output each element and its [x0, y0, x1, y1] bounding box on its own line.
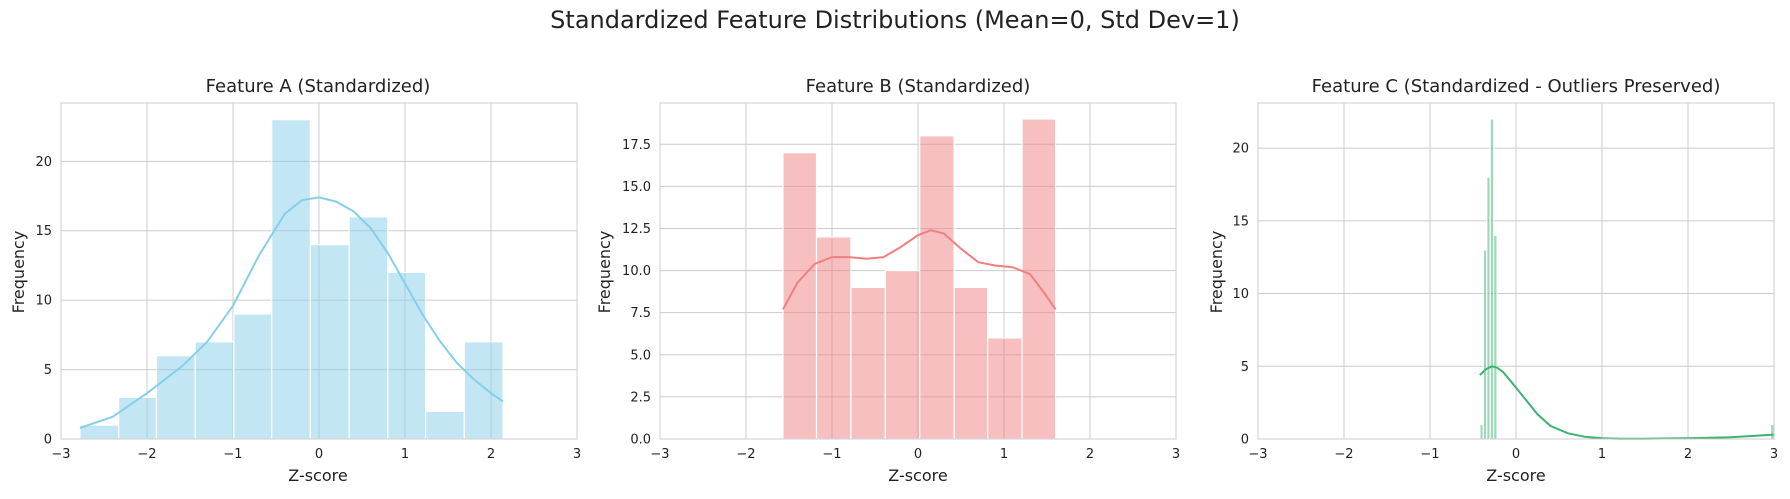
- histogram-bar: [953, 286, 989, 440]
- histogram-bar: [233, 313, 273, 440]
- kde-line: [782, 229, 1057, 310]
- x-tick-label: 2: [487, 447, 495, 462]
- histogram-bar: [850, 286, 886, 440]
- histogram-bar: [815, 236, 852, 440]
- y-tick-label: 0: [44, 433, 52, 448]
- x-tick-label: 0: [1512, 447, 1520, 462]
- panel-feature-a: −3 −2 −1 0 1 2 3 0 5 10 15 20 Feature A (Standardiz…: [9, 76, 581, 485]
- histogram-bar: [1021, 118, 1057, 440]
- panel-feature-b: −3 −2 −1 0 1 2 3 0.0 2.5 5.0 7.5 10.0 12.5 15.0 17.5 F…: [595, 76, 1180, 485]
- kde-line: [1479, 365, 1775, 440]
- x-axis-label: Z-score: [1486, 466, 1545, 485]
- histogram-bar: [387, 271, 427, 440]
- histogram-bar: [919, 135, 955, 440]
- y-tick-label: 5: [44, 363, 52, 378]
- y-tick-label: 10.0: [622, 264, 651, 279]
- histogram-bar: [348, 216, 389, 440]
- histogram-bar: [425, 410, 465, 440]
- axes-frame: [1257, 102, 1775, 440]
- x-tick-label: −1: [1420, 447, 1439, 462]
- histogram-bar: [987, 337, 1023, 440]
- y-axis-label: Frequency: [9, 231, 28, 314]
- x-tick-label: −3: [51, 447, 70, 462]
- histogram-bar: [309, 244, 350, 440]
- y-tick-label: 20: [1232, 142, 1249, 157]
- panel-feature-c: −3 −2 −1 0 1 2 3 0 5 10 15 20 Feature C (Standardiz…: [1207, 76, 1778, 485]
- plot-area: −3 −2 −1 0 1 2 3 0 5 10 15 20: [1232, 102, 1778, 462]
- x-tick-label: 2: [1684, 447, 1692, 462]
- y-tick-label: 15.0: [622, 180, 651, 195]
- y-tick-label: 5: [1241, 360, 1249, 375]
- x-tick-label: 3: [573, 447, 581, 462]
- x-tick-label: −3: [1248, 447, 1267, 462]
- x-axis-label: Z-score: [288, 466, 347, 485]
- x-axis-label: Z-score: [888, 466, 947, 485]
- x-tick-label: 1: [401, 447, 409, 462]
- histogram-bar: [79, 424, 120, 440]
- histogram-bar: [155, 355, 196, 440]
- y-axis-label: Frequency: [595, 231, 614, 314]
- histogram-bar: [463, 341, 504, 440]
- figure-suptitle: Standardized Feature Distributions (Mean…: [550, 6, 1240, 34]
- x-tick-label: 3: [1770, 447, 1778, 462]
- x-tick-label: 0: [315, 447, 323, 462]
- x-tick-label: −2: [137, 447, 156, 462]
- x-tick-label: −2: [736, 447, 755, 462]
- y-tick-label: 2.5: [630, 390, 651, 405]
- axes-frame: [659, 102, 1177, 440]
- plot-area: −3 −2 −1 0 1 2 3 0 5 10 15 20: [35, 102, 581, 462]
- x-tick-label: −2: [1334, 447, 1353, 462]
- histogram-bar: [1493, 234, 1498, 440]
- x-tick-label: 0: [914, 447, 922, 462]
- y-tick-label: 10: [1232, 287, 1249, 302]
- x-tick-label: −1: [223, 447, 242, 462]
- x-tick-label: 1: [1598, 447, 1606, 462]
- plot-area: −3 −2 −1 0 1 2 3 0.0 2.5 5.0 7.5 10.0 12.5 15.0 17.5: [622, 102, 1180, 462]
- axes-frame: [60, 102, 578, 440]
- histogram-bar: [1769, 423, 1775, 440]
- y-tick-label: 10: [35, 294, 52, 309]
- x-tick-label: 1: [1000, 447, 1008, 462]
- x-tick-label: 2: [1086, 447, 1094, 462]
- y-tick-label: 15: [1232, 214, 1249, 229]
- x-tick-label: −1: [822, 447, 841, 462]
- histogram-bar: [884, 269, 921, 440]
- histogram-bar: [118, 396, 158, 440]
- y-tick-label: 0: [1241, 433, 1249, 448]
- panel-title: Feature C (Standardized - Outliers Prese…: [1312, 76, 1721, 97]
- kde-line: [79, 196, 504, 429]
- panel-title: Feature A (Standardized): [206, 76, 431, 97]
- y-tick-label: 7.5: [630, 306, 651, 321]
- x-tick-label: −3: [650, 447, 669, 462]
- y-tick-label: 0.0: [630, 433, 651, 448]
- histogram-bar: [194, 341, 235, 440]
- histogram-bar: [782, 152, 818, 440]
- panel-title: Feature B (Standardized): [806, 76, 1031, 97]
- y-tick-label: 20: [35, 155, 52, 170]
- y-tick-label: 17.5: [622, 138, 651, 153]
- x-tick-label: 3: [1172, 447, 1180, 462]
- y-tick-label: 5.0: [630, 348, 651, 363]
- y-axis-label: Frequency: [1207, 231, 1226, 314]
- histogram-bar: [271, 119, 312, 440]
- y-tick-label: 15: [35, 224, 52, 239]
- y-tick-label: 12.5: [622, 222, 651, 237]
